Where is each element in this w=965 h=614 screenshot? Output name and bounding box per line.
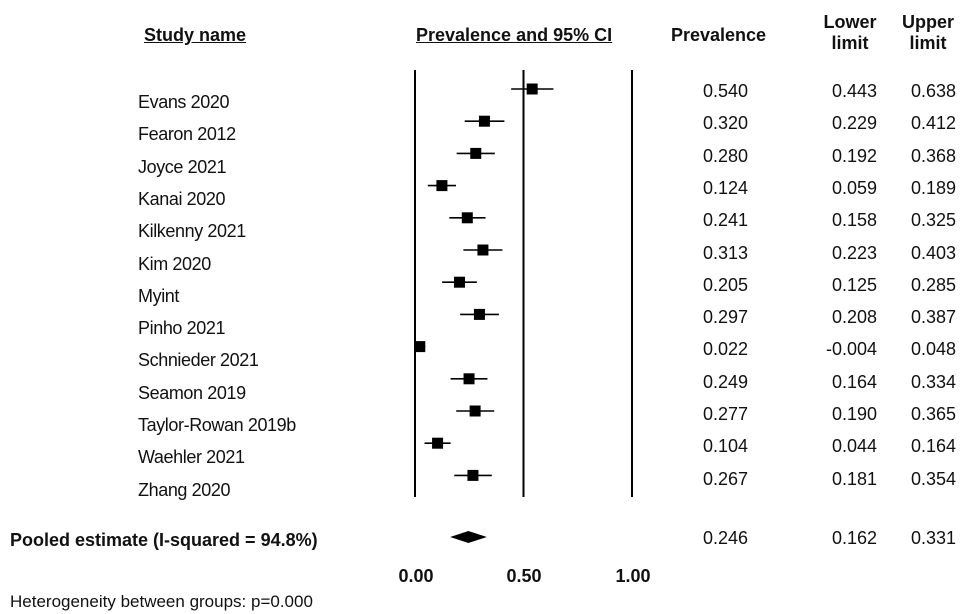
study-prevalence: 0.277 xyxy=(702,404,748,424)
study-upper: 0.189 xyxy=(910,177,956,198)
study-prevalence: 0.320 xyxy=(702,113,748,134)
study-upper: 0.164 xyxy=(910,436,956,457)
study-prevalence: 0.249 xyxy=(702,371,748,392)
header-prevalence-ci: Prevalence and 95% CI xyxy=(416,25,613,45)
study-lower: 0.181 xyxy=(831,468,877,489)
pooled-prevalence: 0.246 xyxy=(702,528,748,548)
study-upper: 0.354 xyxy=(910,468,956,489)
header-upper-line2: limit xyxy=(909,33,947,53)
study-prevalence: 0.022 xyxy=(702,339,748,360)
pooled-upper: 0.331 xyxy=(910,528,956,548)
header-upper-line1: Upper xyxy=(901,12,954,32)
study-name: Schnieder 2021 xyxy=(138,350,259,371)
point-estimate xyxy=(463,373,475,385)
x-tick-label: 0.00 xyxy=(398,566,434,586)
study-name: Taylor-Rowan 2019b xyxy=(138,415,296,435)
study-upper: 0.368 xyxy=(910,145,956,166)
study-name: Evans 2020 xyxy=(138,92,230,112)
pooled-diamond xyxy=(450,531,487,543)
study-name: Kilkenny 2021 xyxy=(138,221,246,242)
point-estimate xyxy=(453,276,465,288)
study-lower: -0.004 xyxy=(825,339,877,360)
study-prevalence: 0.205 xyxy=(702,274,748,295)
point-estimate xyxy=(432,437,444,449)
study-upper: 0.387 xyxy=(910,307,956,328)
study-name: Waehler 2021 xyxy=(138,447,245,468)
study-lower: 0.158 xyxy=(831,210,877,231)
study-prevalence: 0.297 xyxy=(702,307,748,328)
study-lower: 0.164 xyxy=(831,371,877,392)
x-tick-label: 0.50 xyxy=(506,566,542,586)
study-name: Zhang 2020 xyxy=(138,479,231,500)
study-upper: 0.325 xyxy=(910,210,956,231)
study-prevalence: 0.241 xyxy=(702,210,748,231)
study-lower: 0.229 xyxy=(831,113,877,134)
study-prevalence: 0.540 xyxy=(702,81,748,101)
point-estimate xyxy=(473,308,485,320)
study-upper: 0.638 xyxy=(910,81,956,101)
study-lower: 0.192 xyxy=(831,145,877,166)
study-upper: 0.403 xyxy=(910,242,956,263)
study-name: Seamon 2019 xyxy=(138,382,246,403)
study-lower: 0.190 xyxy=(831,404,877,424)
point-estimate xyxy=(414,341,426,353)
heterogeneity-note: Heterogeneity between groups: p=0.000 xyxy=(10,592,313,611)
pooled-label: Pooled estimate (I-squared = 94.8%) xyxy=(10,530,318,550)
study-lower: 0.443 xyxy=(831,81,877,101)
study-name: Myint xyxy=(138,285,180,306)
study-lower: 0.059 xyxy=(831,177,877,198)
point-estimate xyxy=(469,405,481,417)
study-name: Kim 2020 xyxy=(138,253,211,274)
point-estimate xyxy=(526,83,538,95)
point-estimate xyxy=(470,147,482,159)
header-lower-line2: limit xyxy=(831,33,869,53)
study-name: Fearon 2012 xyxy=(138,124,236,145)
point-estimate xyxy=(478,115,490,127)
study-upper: 0.412 xyxy=(910,113,956,134)
point-estimate xyxy=(461,212,473,224)
study-lower: 0.125 xyxy=(831,274,877,295)
header-study-name: Study name xyxy=(144,25,247,45)
header-prevalence: Prevalence xyxy=(671,25,767,45)
study-name: Pinho 2021 xyxy=(138,318,226,339)
study-prevalence: 0.313 xyxy=(702,242,748,263)
study-prevalence: 0.267 xyxy=(702,468,748,489)
point-estimate xyxy=(436,180,448,192)
study-upper: 0.048 xyxy=(910,339,956,360)
header-lower-limit: Lower limit xyxy=(810,12,890,54)
study-upper: 0.285 xyxy=(910,274,956,295)
study-prevalence: 0.124 xyxy=(702,177,748,198)
x-tick-label: 1.00 xyxy=(615,566,651,586)
point-estimate xyxy=(477,244,489,256)
study-lower: 0.208 xyxy=(831,307,877,328)
pooled-lower: 0.162 xyxy=(831,528,877,548)
study-name: Joyce 2021 xyxy=(138,156,227,177)
study-upper: 0.365 xyxy=(910,404,956,424)
study-lower: 0.044 xyxy=(831,436,877,457)
study-prevalence: 0.280 xyxy=(702,145,748,166)
study-prevalence: 0.104 xyxy=(702,436,748,457)
study-lower: 0.223 xyxy=(831,242,877,263)
study-upper: 0.334 xyxy=(910,371,956,392)
header-upper-limit: Upper limit xyxy=(893,12,963,54)
point-estimate xyxy=(467,469,479,481)
header-lower-line1: Lower xyxy=(823,12,877,32)
study-name: Kanai 2020 xyxy=(138,188,226,209)
